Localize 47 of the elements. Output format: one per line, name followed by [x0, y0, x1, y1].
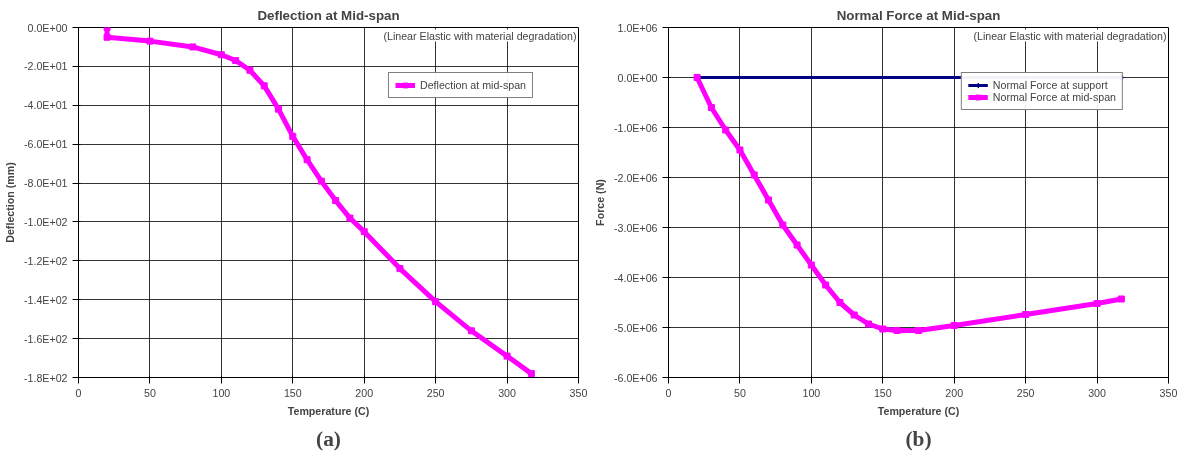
y-tick-label: -1.4E+02 — [23, 293, 68, 306]
y-tick-label: -1.0E+02 — [23, 215, 68, 228]
x-tick-label: 150 — [283, 386, 302, 399]
y-tick-label: -2.0E+01 — [23, 60, 68, 73]
y-axis-title: Deflection (mm) — [3, 161, 16, 243]
y-tick-label: -1.0E+06 — [613, 121, 658, 134]
y-tick-label: -5.0E+06 — [613, 321, 658, 334]
text: (a) — [316, 426, 341, 451]
x-tick-label: 200 — [945, 386, 964, 399]
x-tick-label: 100 — [802, 386, 821, 399]
x-tick-label: 0 — [75, 386, 82, 399]
y-tick-label: 1.0E+06 — [617, 21, 658, 34]
legend-label: Normal Force at support — [992, 79, 1108, 91]
annotation: (Linear Elastic with material degradation) — [973, 29, 1167, 42]
y-tick-label: -1.8E+02 — [23, 371, 68, 384]
y-tick-label: -6.0E+06 — [613, 371, 658, 384]
y-tick-label: -6.0E+01 — [23, 138, 68, 151]
annotation: (Linear Elastic with material degradation) — [383, 29, 577, 42]
y-tick-label: -1.2E+02 — [23, 254, 68, 267]
y-tick-label: 0.0E+00 — [617, 71, 658, 84]
x-tick-label: 0 — [665, 386, 672, 399]
x-tick-label: 300 — [498, 386, 517, 399]
text: (b) — [905, 426, 932, 451]
y-tick-label: -4.0E+06 — [613, 271, 658, 284]
y-tick-label: -3.0E+06 — [613, 221, 658, 234]
x-axis-title: Temperature (C) — [877, 404, 960, 417]
x-tick-label: 350 — [569, 386, 588, 399]
chart-title: Normal Force at Mid-span — [836, 7, 1001, 23]
y-tick-label: -1.6E+02 — [23, 332, 68, 345]
x-tick-label: 300 — [1088, 386, 1107, 399]
x-tick-label: 250 — [1016, 386, 1035, 399]
x-axis-title: Temperature (C) — [287, 404, 370, 417]
x-tick-label: 50 — [144, 386, 156, 399]
x-tick-label: 200 — [355, 386, 374, 399]
x-tick-label: 50 — [734, 386, 746, 399]
x-tick-label: 250 — [426, 386, 445, 399]
x-tick-label: 100 — [212, 386, 231, 399]
legend-label: Normal Force at mid-span — [992, 91, 1116, 103]
y-axis-title: Force (N) — [593, 178, 606, 226]
y-tick-label: -2.0E+06 — [613, 171, 658, 184]
x-tick-label: 350 — [1159, 386, 1178, 399]
y-tick-label: -4.0E+01 — [23, 99, 68, 112]
legend-label: Deflection at mid-span — [419, 79, 526, 91]
y-tick-label: 0.0E+00 — [27, 21, 68, 34]
y-tick-label: -8.0E+01 — [23, 177, 68, 190]
x-tick-label: 150 — [873, 386, 892, 399]
chart-title: Deflection at Mid-span — [257, 7, 400, 23]
